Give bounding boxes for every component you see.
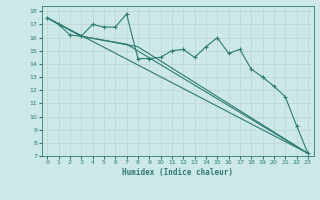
- X-axis label: Humidex (Indice chaleur): Humidex (Indice chaleur): [122, 168, 233, 177]
